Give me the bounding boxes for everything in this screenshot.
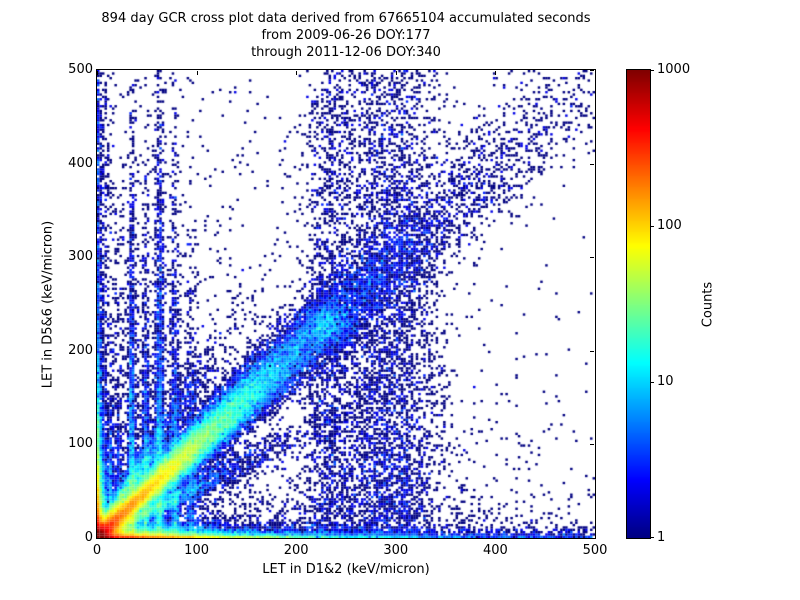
x-tick-label: 300 — [383, 543, 409, 558]
colorbar-gradient-canvas — [627, 70, 650, 538]
y-tick-label: 400 — [68, 155, 93, 171]
y-axis-label: LET in D5&6 (keV/micron) — [40, 220, 56, 389]
colorbar-tick-label: 1 — [657, 530, 666, 545]
y-tick-mark-right — [590, 70, 594, 71]
colorbar-tick-mark — [650, 226, 654, 227]
chart-title-line-3: through 2011-12-06 DOY:340 — [251, 45, 441, 60]
x-axis-label: LET in D1&2 (keV/micron) — [262, 562, 430, 577]
chart-title-line-1: 894 day GCR cross plot data derived from… — [101, 11, 591, 26]
y-tick-mark-right — [590, 444, 594, 446]
y-tick-mark-right — [590, 538, 594, 539]
colorbar-tick-mark — [650, 537, 654, 538]
colorbar-tick-mark — [650, 70, 654, 71]
y-tick-mark-right — [590, 163, 594, 165]
x-tick-mark-top — [196, 71, 198, 75]
x-tick-label: 0 — [92, 543, 102, 558]
plot-area — [96, 69, 596, 539]
chart-title: 894 day GCR cross plot data derived from… — [97, 10, 595, 61]
y-tick-label: 300 — [68, 249, 93, 265]
colorbar-tick-label: 100 — [657, 218, 682, 233]
chart-title-line-2: from 2009-06-26 DOY:177 — [261, 28, 431, 43]
colorbar-tick-mark — [650, 382, 654, 383]
colorbar — [626, 69, 651, 539]
y-tick-label: 100 — [68, 436, 93, 452]
heatmap-canvas — [97, 70, 595, 538]
x-tick-mark-top — [595, 71, 596, 75]
y-tick-label: 500 — [68, 62, 93, 77]
x-tick-mark-top — [395, 71, 397, 75]
x-tick-label: 200 — [283, 543, 309, 558]
x-tick-mark-top — [495, 71, 497, 75]
x-tick-label: 100 — [184, 543, 209, 558]
x-tick-mark-top — [296, 71, 298, 75]
x-tick-mark-top — [97, 71, 98, 75]
x-tick-label: 400 — [482, 543, 508, 558]
x-tick-label: 500 — [582, 543, 608, 558]
y-tick-mark-right — [590, 350, 594, 352]
colorbar-tick-label: 1000 — [657, 62, 691, 77]
colorbar-tick-label: 10 — [657, 374, 674, 389]
y-tick-label: 0 — [84, 530, 93, 545]
y-tick-label: 200 — [68, 342, 93, 358]
y-tick-mark-right — [590, 257, 594, 259]
